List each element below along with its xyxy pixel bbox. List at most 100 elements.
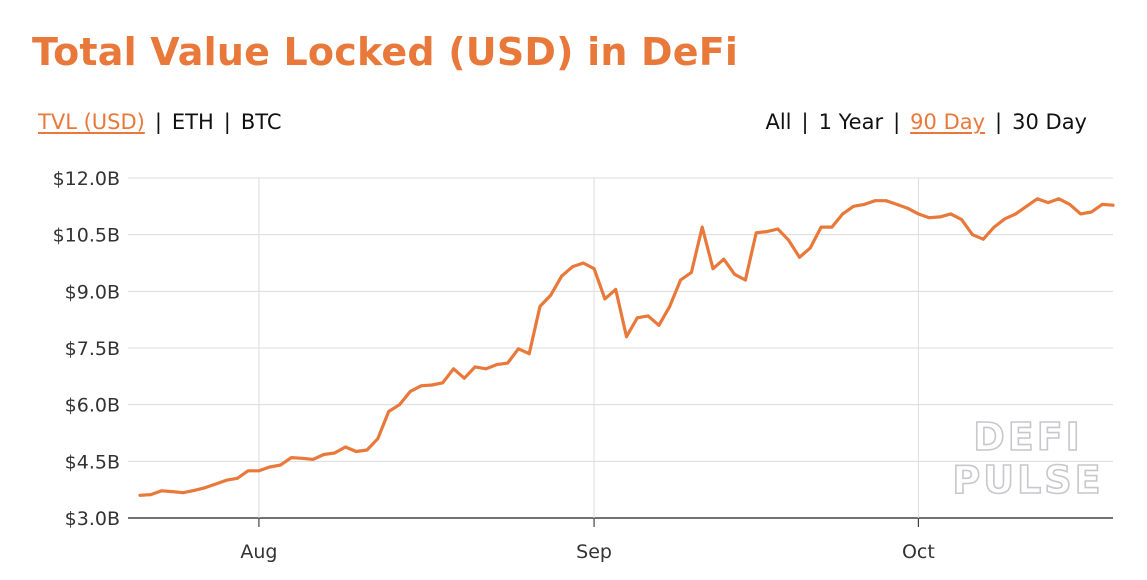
data-point: [1025, 204, 1028, 208]
data-point: [365, 448, 369, 452]
tab-btc[interactable]: BTC: [240, 110, 282, 134]
y-tick-label: $3.0B: [65, 508, 120, 530]
watermark-line-1: DEFI: [973, 415, 1083, 459]
page-title: Total Value Locked (USD) in DeFi: [32, 30, 739, 74]
data-point: [895, 203, 899, 206]
data-point: [711, 267, 715, 271]
data-point: [938, 215, 942, 219]
data-point: [592, 267, 596, 271]
data-point: [646, 314, 650, 318]
data-point: [873, 199, 877, 203]
data-point: [841, 212, 845, 216]
data-point: [430, 383, 434, 387]
data-point: [387, 410, 391, 413]
tab-all[interactable]: All: [765, 110, 792, 134]
data-point: [819, 225, 823, 229]
data-point: [290, 456, 293, 459]
chart-grid: [128, 177, 1113, 527]
data-point: [971, 233, 974, 237]
separator: |: [995, 110, 1003, 134]
data-point: [657, 323, 661, 327]
data-point: [517, 347, 520, 351]
data-point: [138, 493, 142, 497]
defi-pulse-watermark: DEFI PULSE: [952, 414, 1103, 503]
data-point: [635, 316, 639, 320]
data-point: [581, 261, 585, 265]
separator: |: [893, 110, 901, 134]
data-point: [214, 482, 218, 486]
data-point: [700, 225, 704, 229]
y-tick-label: $6.0B: [65, 395, 120, 417]
data-point: [1068, 203, 1072, 206]
data-point: [473, 365, 477, 369]
data-point: [1079, 212, 1082, 216]
data-point: [149, 493, 153, 496]
data-point: [1003, 217, 1007, 221]
separator: |: [154, 110, 162, 134]
tab-90-day[interactable]: 90 Day: [910, 110, 986, 134]
x-tick-label: Oct: [902, 541, 935, 563]
data-point: [722, 257, 726, 261]
data-point: [225, 478, 228, 482]
y-tick-label: $9.0B: [65, 281, 120, 303]
data-point: [160, 489, 164, 493]
data-point: [603, 297, 607, 301]
data-point: [203, 486, 207, 490]
data-point: [506, 361, 509, 365]
y-tick-label: $4.5B: [65, 451, 120, 473]
data-point: [798, 255, 801, 259]
chart-series: [138, 197, 1115, 497]
data-point: [268, 465, 272, 469]
data-point: [257, 469, 261, 473]
data-point: [960, 218, 963, 222]
data-point: [462, 376, 466, 380]
tab-1-year[interactable]: 1 Year: [818, 110, 884, 134]
y-tick-label: $10.5B: [53, 225, 120, 247]
y-tick-label: $7.5B: [65, 338, 120, 360]
data-point: [344, 445, 347, 449]
data-point: [322, 453, 326, 456]
data-point: [852, 204, 855, 208]
data-point: [1100, 203, 1104, 206]
data-point: [690, 271, 693, 274]
data-point: [246, 469, 250, 473]
tab-eth[interactable]: ETH: [171, 110, 214, 134]
data-point: [614, 288, 618, 291]
x-tick-label: Aug: [240, 541, 277, 563]
data-point: [171, 490, 174, 493]
data-point: [354, 450, 358, 453]
data-point: [181, 491, 185, 495]
data-point: [571, 265, 574, 269]
data-point: [754, 231, 758, 235]
data-point: [441, 381, 445, 385]
data-point: [862, 203, 866, 206]
y-tick-label: $12.0B: [53, 168, 120, 190]
data-point: [776, 227, 780, 231]
data-point: [419, 384, 423, 388]
data-point: [1111, 203, 1115, 207]
data-point: [408, 390, 412, 393]
data-point: [311, 458, 315, 461]
watermark-line-2: PULSE: [952, 458, 1103, 502]
tab-tvl-usd[interactable]: TVL (USD): [38, 110, 145, 134]
data-point: [538, 305, 542, 308]
metric-tabs: TVL (USD) | ETH | BTC: [38, 110, 282, 134]
data-point: [927, 216, 931, 220]
data-point: [668, 305, 672, 308]
data-point: [1014, 212, 1018, 216]
data-point: [625, 335, 628, 339]
data-point: [884, 199, 888, 203]
tab-30-day[interactable]: 30 Day: [1012, 110, 1087, 134]
data-point: [733, 272, 736, 276]
data-point: [192, 489, 196, 492]
data-point: [787, 238, 791, 242]
data-point: [279, 463, 282, 467]
data-point: [949, 212, 953, 216]
data-point: [452, 367, 455, 371]
data-point: [830, 225, 834, 229]
separator: |: [801, 110, 809, 134]
x-axis-ticks: Aug Sep Oct: [240, 541, 934, 563]
data-point: [992, 225, 996, 229]
data-point: [484, 367, 488, 371]
